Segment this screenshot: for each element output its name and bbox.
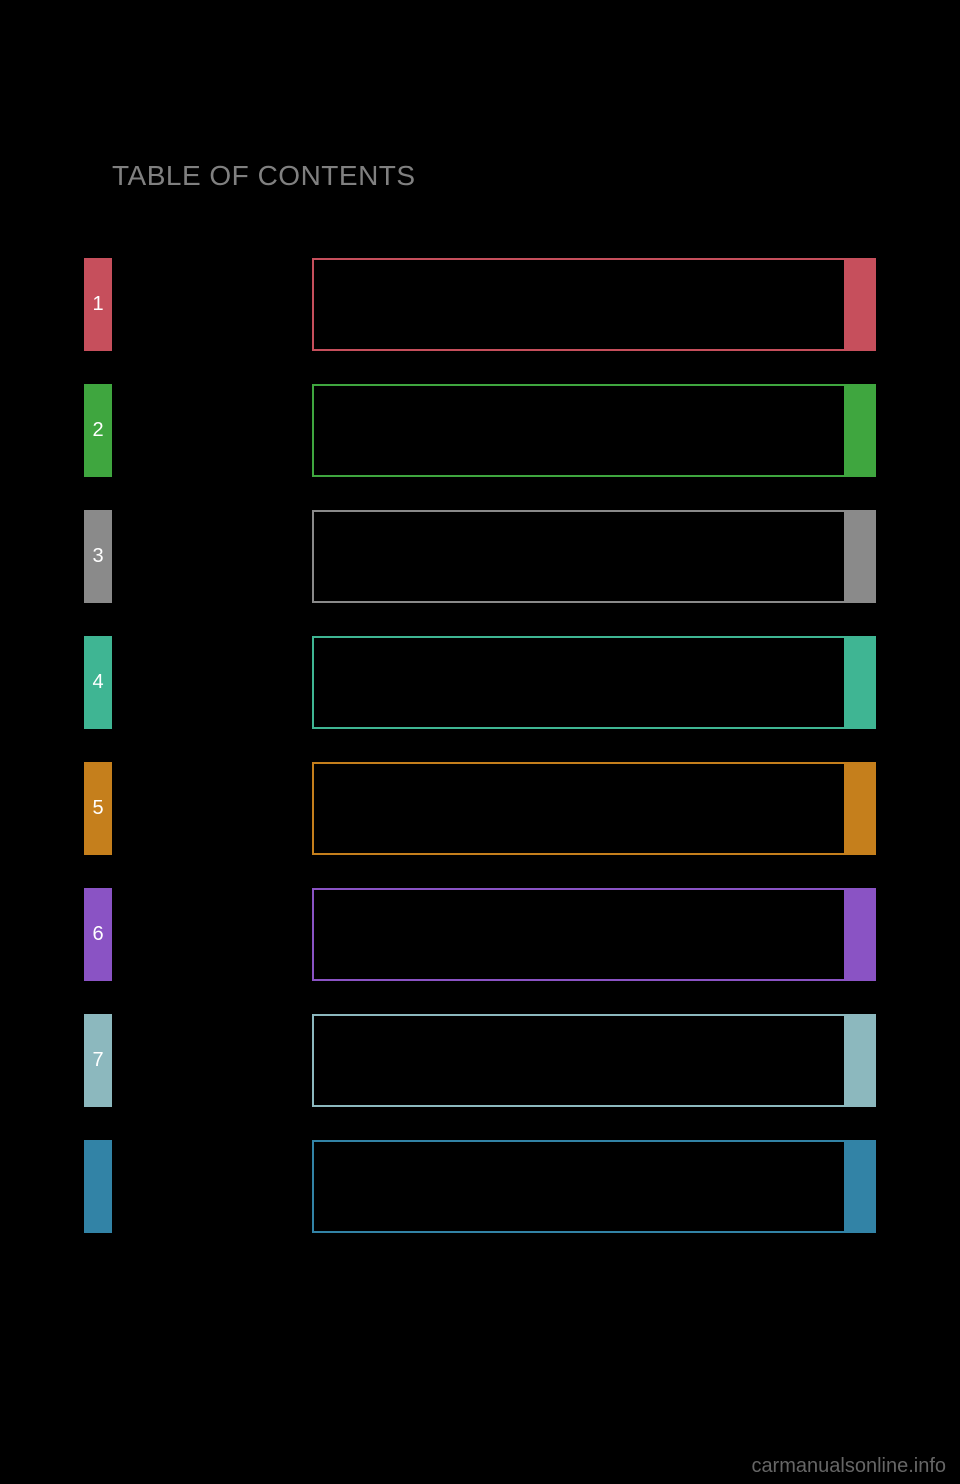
chapter-content-box [312, 636, 846, 729]
toc-container: 1 2 3 4 5 6 7 [84, 258, 876, 1266]
chapter-tab-left: 1 [84, 258, 112, 351]
page-title: TABLE OF CONTENTS [112, 160, 416, 192]
toc-row: 1 [84, 258, 876, 351]
chapter-content-box [312, 1014, 846, 1107]
chapter-tab-left: 7 [84, 1014, 112, 1107]
chapter-tab-left: 2 [84, 384, 112, 477]
chapter-tab-right [846, 1140, 876, 1233]
toc-row: 5 [84, 762, 876, 855]
footer-watermark: carmanualsonline.info [751, 1455, 946, 1478]
chapter-content-box [312, 384, 846, 477]
toc-row: 3 [84, 510, 876, 603]
chapter-tab-right [846, 888, 876, 981]
chapter-tab-right [846, 510, 876, 603]
chapter-tab-left: 5 [84, 762, 112, 855]
chapter-tab-right [846, 384, 876, 477]
chapter-tab-left [84, 1140, 112, 1233]
chapter-tab-right [846, 762, 876, 855]
chapter-tab-right [846, 258, 876, 351]
chapter-tab-right [846, 636, 876, 729]
chapter-content-box [312, 1140, 846, 1233]
chapter-content-box [312, 510, 846, 603]
toc-row: 6 [84, 888, 876, 981]
chapter-tab-left: 4 [84, 636, 112, 729]
toc-row [84, 1140, 876, 1233]
chapter-content-box [312, 762, 846, 855]
chapter-content-box [312, 258, 846, 351]
toc-row: 7 [84, 1014, 876, 1107]
toc-row: 2 [84, 384, 876, 477]
chapter-tab-left: 6 [84, 888, 112, 981]
chapter-tab-right [846, 1014, 876, 1107]
chapter-content-box [312, 888, 846, 981]
chapter-tab-left: 3 [84, 510, 112, 603]
toc-row: 4 [84, 636, 876, 729]
